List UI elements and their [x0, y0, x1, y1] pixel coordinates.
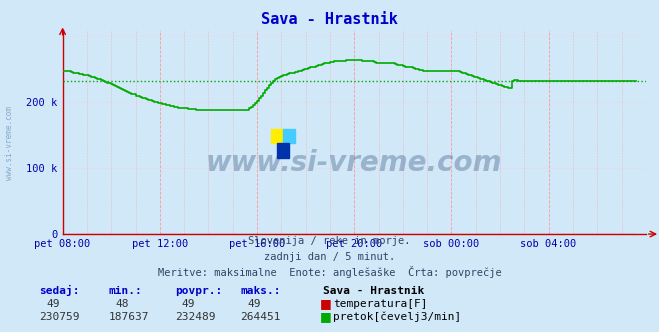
Text: ■: ■ — [320, 310, 331, 323]
Text: sedaj:: sedaj: — [40, 285, 80, 296]
Bar — [272, 129, 283, 143]
Bar — [283, 129, 295, 143]
Text: www.si-vreme.com: www.si-vreme.com — [206, 149, 502, 177]
Text: Slovenija / reke in morje.: Slovenija / reke in morje. — [248, 236, 411, 246]
Bar — [277, 143, 289, 158]
Text: 232489: 232489 — [175, 312, 215, 322]
Text: zadnji dan / 5 minut.: zadnji dan / 5 minut. — [264, 252, 395, 262]
Text: temperatura[F]: temperatura[F] — [333, 299, 427, 309]
Text: 49: 49 — [181, 299, 194, 309]
Text: 48: 48 — [115, 299, 129, 309]
Text: ■: ■ — [320, 297, 331, 310]
Text: 230759: 230759 — [40, 312, 80, 322]
Text: Sava - Hrastnik: Sava - Hrastnik — [261, 12, 398, 27]
Text: 264451: 264451 — [241, 312, 281, 322]
Text: www.si-vreme.com: www.si-vreme.com — [5, 106, 14, 180]
Text: 187637: 187637 — [109, 312, 149, 322]
Text: povpr.:: povpr.: — [175, 286, 222, 296]
Text: 49: 49 — [46, 299, 59, 309]
Text: min.:: min.: — [109, 286, 142, 296]
Text: Meritve: maksimalne  Enote: anglešaške  Črta: povprečje: Meritve: maksimalne Enote: anglešaške Čr… — [158, 266, 501, 278]
Text: Sava - Hrastnik: Sava - Hrastnik — [323, 286, 424, 296]
Text: maks.:: maks.: — [241, 286, 281, 296]
Text: pretok[čevelj3/min]: pretok[čevelj3/min] — [333, 312, 461, 322]
Text: 49: 49 — [247, 299, 260, 309]
